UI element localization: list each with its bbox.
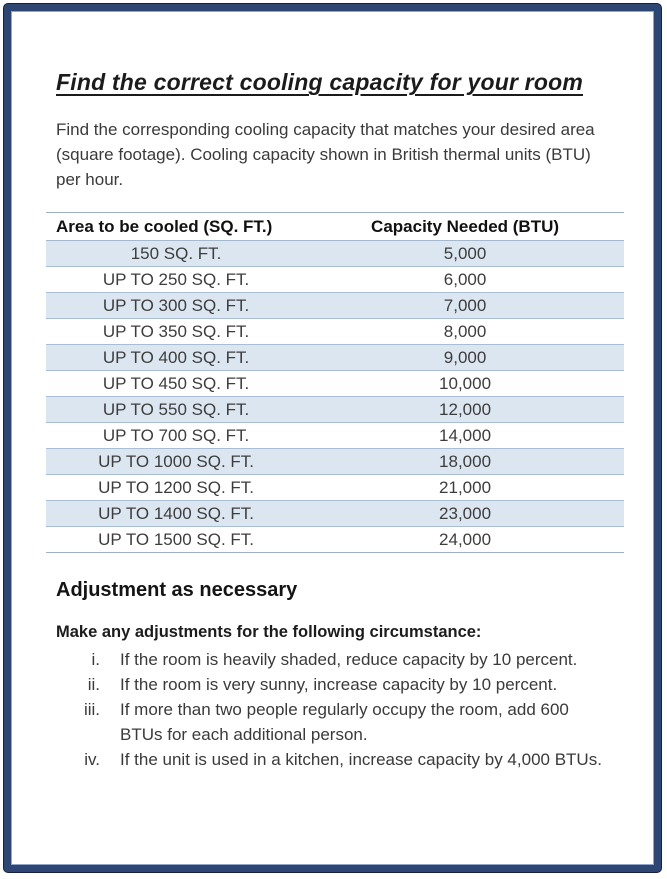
area-cell: UP TO 1400 SQ. FT. <box>46 500 307 527</box>
area-cell: UP TO 400 SQ. FT. <box>46 344 307 371</box>
list-item-text: If the room is heavily shaded, reduce ca… <box>120 650 578 669</box>
capacity-cell: 6,000 <box>306 266 624 293</box>
area-cell: UP TO 700 SQ. FT. <box>46 422 307 449</box>
area-cell: UP TO 450 SQ. FT. <box>46 370 307 397</box>
area-cell: 150 SQ. FT. <box>46 240 307 267</box>
table-row: UP TO 350 SQ. FT. 8,000 <box>46 318 624 345</box>
area-cell: UP TO 350 SQ. FT. <box>46 318 307 345</box>
table-row: UP TO 1200 SQ. FT. 21,000 <box>46 474 624 501</box>
list-item-numeral: iv. <box>84 750 100 769</box>
list-item-text: If the room is very sunny, increase capa… <box>120 675 558 694</box>
document-content: Find the correct cooling capacity for yo… <box>11 11 654 865</box>
capacity-cell: 10,000 <box>306 370 624 397</box>
adjustment-intro: Make any adjustments for the following c… <box>56 623 482 641</box>
area-cell: UP TO 550 SQ. FT. <box>46 396 307 423</box>
table-row: UP TO 700 SQ. FT. 14,000 <box>46 422 624 449</box>
list-item: iii. If more than two people regularly o… <box>56 697 614 747</box>
table-row: UP TO 1500 SQ. FT. 24,000 <box>46 526 624 553</box>
capacity-cell: 14,000 <box>306 422 624 449</box>
area-cell: UP TO 1500 SQ. FT. <box>46 526 307 553</box>
intro-paragraph: Find the corresponding cooling capacity … <box>56 120 595 189</box>
list-item-numeral: i. <box>91 650 101 669</box>
table-row: UP TO 550 SQ. FT. 12,000 <box>46 396 624 423</box>
area-cell: UP TO 1000 SQ. FT. <box>46 448 307 475</box>
list-item-numeral: iii. <box>83 700 100 719</box>
capacity-cell: 21,000 <box>306 474 624 501</box>
capacity-cell: 8,000 <box>306 318 624 345</box>
table-row: 150 SQ. FT. 5,000 <box>46 240 624 267</box>
list-item-text: If the unit is used in a kitchen, increa… <box>120 750 602 769</box>
table-row: UP TO 250 SQ. FT. 6,000 <box>46 266 624 293</box>
capacity-cell: 9,000 <box>306 344 624 371</box>
cooling-capacity-table: Area to be cooled (SQ. FT.) Capacity Nee… <box>46 212 624 553</box>
table-row: UP TO 1000 SQ. FT. 18,000 <box>46 448 624 475</box>
area-cell: UP TO 300 SQ. FT. <box>46 292 307 319</box>
table-header-row: Area to be cooled (SQ. FT.) Capacity Nee… <box>46 212 624 241</box>
list-item: iv. If the unit is used in a kitchen, in… <box>56 747 614 772</box>
list-item-text: If more than two people regularly occupy… <box>120 700 569 744</box>
capacity-cell: 5,000 <box>306 240 624 267</box>
column-header-area: Area to be cooled (SQ. FT.) <box>46 212 307 241</box>
capacity-cell: 23,000 <box>306 500 624 527</box>
list-item: ii. If the room is very sunny, increase … <box>56 672 614 697</box>
table-body: 150 SQ. FT. 5,000 UP TO 250 SQ. FT. 6,00… <box>46 240 624 553</box>
adjustment-list: i. If the room is heavily shaded, reduce… <box>56 647 614 772</box>
column-header-capacity: Capacity Needed (BTU) <box>306 212 624 241</box>
table-row: UP TO 300 SQ. FT. 7,000 <box>46 292 624 319</box>
table-row: UP TO 450 SQ. FT. 10,000 <box>46 370 624 397</box>
adjustment-section-heading: Adjustment as necessary <box>56 579 298 601</box>
list-item: i. If the room is heavily shaded, reduce… <box>56 647 614 672</box>
area-cell: UP TO 1200 SQ. FT. <box>46 474 307 501</box>
capacity-cell: 24,000 <box>306 526 624 553</box>
area-cell: UP TO 250 SQ. FT. <box>46 266 307 293</box>
list-item-numeral: ii. <box>87 675 100 694</box>
capacity-cell: 18,000 <box>306 448 624 475</box>
page-border-frame: Find the correct cooling capacity for yo… <box>4 4 661 872</box>
page-title: Find the correct cooling capacity for yo… <box>56 69 583 95</box>
table-row: UP TO 400 SQ. FT. 9,000 <box>46 344 624 371</box>
capacity-cell: 12,000 <box>306 396 624 423</box>
table-row: UP TO 1400 SQ. FT. 23,000 <box>46 500 624 527</box>
capacity-cell: 7,000 <box>306 292 624 319</box>
